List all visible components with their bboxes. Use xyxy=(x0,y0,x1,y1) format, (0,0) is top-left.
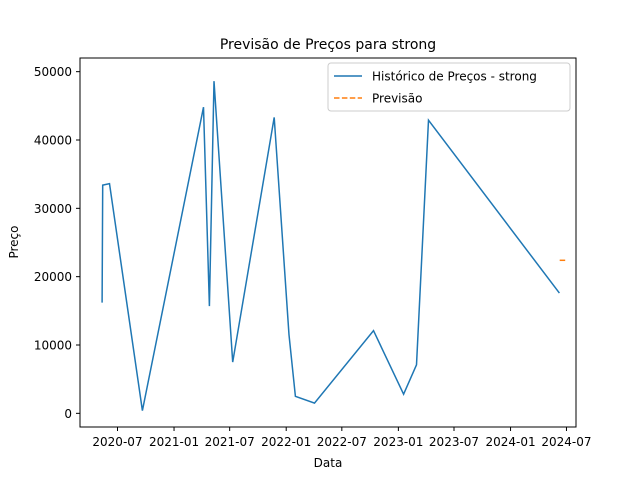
chart-title: Previsão de Preços para strong xyxy=(220,37,436,53)
y-tick-label: 20000 xyxy=(34,270,72,284)
y-tick-label: 0 xyxy=(64,407,72,421)
x-tick-label: 2020-07 xyxy=(92,435,142,449)
x-tick-label: 2023-07 xyxy=(429,435,479,449)
y-tick-label: 50000 xyxy=(34,65,72,79)
x-tick-label: 2023-01 xyxy=(373,435,423,449)
legend-label: Previsão xyxy=(372,92,422,106)
legend-frame xyxy=(327,62,571,112)
legend-label: Histórico de Preços - strong xyxy=(372,70,537,84)
x-tick-label: 2024-01 xyxy=(485,435,535,449)
y-axis-label: Preço xyxy=(7,225,21,258)
x-tick-label: 2021-01 xyxy=(149,435,199,449)
x-axis-label: Data xyxy=(314,456,343,470)
x-axis-ticks: 2020-07 2021-01 2021-07 2022-01 2022-07 2023-… xyxy=(92,427,592,449)
x-tick-label: 2022-07 xyxy=(317,435,367,449)
x-tick-label: 2024-07 xyxy=(541,435,591,449)
plot-frame xyxy=(79,57,577,428)
y-tick-label: 30000 xyxy=(34,202,72,216)
x-tick-label: 2021-07 xyxy=(205,435,255,449)
legend: Histórico de Preços - strong Previsão xyxy=(327,62,571,112)
series-lines xyxy=(101,81,567,411)
y-tick-label: 10000 xyxy=(34,339,72,353)
x-tick-label: 2022-01 xyxy=(261,435,311,449)
y-tick-label: 40000 xyxy=(34,134,72,148)
series-line-1 xyxy=(101,81,560,411)
y-axis-ticks: 0 10000 20000 30000 40000 50000 xyxy=(34,65,80,421)
